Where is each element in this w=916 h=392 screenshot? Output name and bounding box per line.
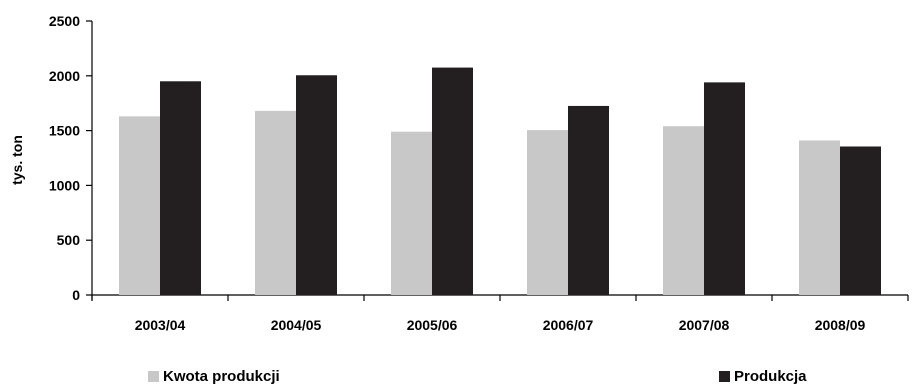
x-tick-label: 2005/06 [407,317,458,333]
legend-swatch-kwota [148,371,159,382]
bar-produkcja [568,105,609,295]
bar-produkcja [704,82,745,295]
bar-produkcja [432,67,473,295]
y-tick-label: 1500 [49,123,80,139]
legend-label-kwota: Kwota produkcji [163,368,280,385]
legend-swatch-produkcja [719,371,730,382]
x-tick-label: 2008/09 [815,317,866,333]
y-tick-label: 2000 [49,68,80,84]
bars [119,67,881,296]
legend-item-produkcja: Produkcja [719,368,807,385]
x-tick-label: 2004/05 [271,317,322,333]
bar-produkcja [840,146,881,295]
y-tick-label: 0 [72,287,80,303]
bar-produkcja [160,81,201,295]
bar-kwota-produkcji [255,110,296,295]
bar-kwota-produkcji [527,130,568,295]
x-tick-label: 2007/08 [679,317,730,333]
bar-kwota-produkcji [799,140,840,295]
x-tick-label: 2003/04 [135,317,186,333]
y-axis: 0 500 1000 1500 2000 2500 [49,13,93,303]
bar-kwota-produkcji [391,131,432,295]
bar-kwota-produkcji [663,126,704,295]
y-tick-label: 1000 [49,177,80,193]
x-tick-label: 2006/07 [543,317,594,333]
bar-kwota-produkcji [119,116,160,296]
bar-produkcja [296,75,337,295]
x-axis: 2003/04 2004/05 2005/06 2006/07 2007/08 2008/… [91,294,909,333]
y-tick-label: 2500 [49,13,80,29]
legend-item-kwota: Kwota produkcji [148,368,280,385]
legend-label-produkcja: Produkcja [734,368,807,385]
y-axis-title: tys. ton [9,135,25,185]
y-tick-label: 500 [57,232,81,248]
